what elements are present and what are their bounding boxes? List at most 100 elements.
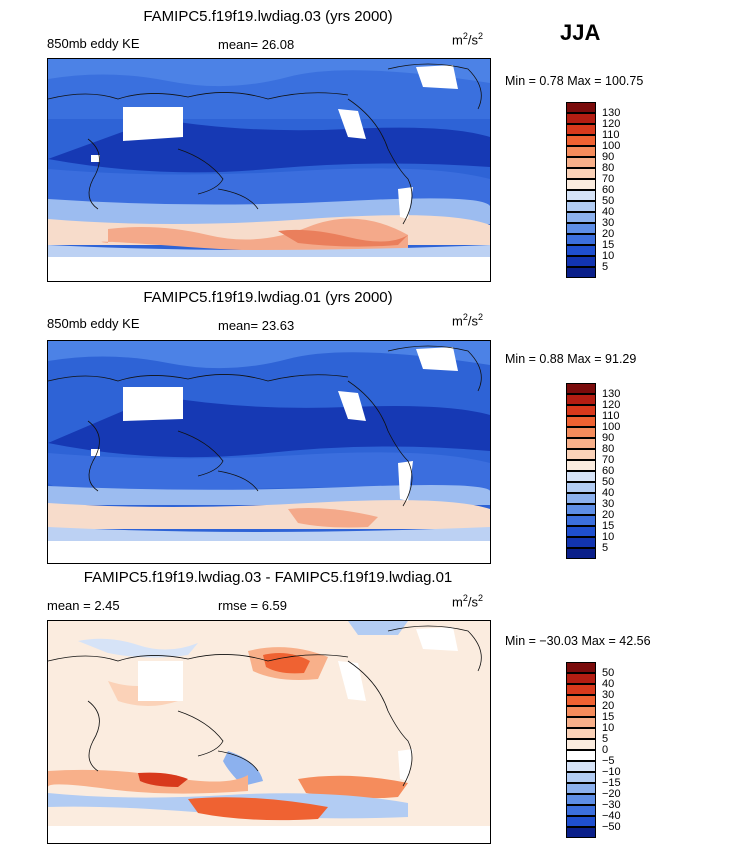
colorbar-tick-label: 110 — [602, 129, 620, 141]
panel-1-units: m2/s2 — [452, 31, 483, 48]
colorbar-tick-label: 60 — [602, 184, 615, 196]
colorbar-tick-label: 130 — [602, 388, 621, 400]
colorbar-swatch — [566, 662, 596, 673]
colorbar-tick-label: 15 — [602, 711, 615, 723]
colorbar-tick-label: 5 — [602, 261, 609, 273]
colorbar-tick-label: 100 — [602, 421, 621, 433]
colorbar-tick-label: 30 — [602, 217, 615, 229]
colorbar-tick-label: 20 — [602, 228, 615, 240]
panel-1-minmax: Min = 0.78 Max = 100.75 — [505, 74, 644, 88]
colorbar-swatch — [566, 405, 596, 416]
colorbar-swatch — [566, 427, 596, 438]
colorbar-tick-label: 5 — [602, 733, 609, 745]
colorbar-tick-label: 5 — [602, 542, 609, 554]
colorbar-tick-label: −5 — [602, 755, 615, 767]
panel-3-mean-label: mean = 2.45 — [47, 598, 120, 613]
panel-3-units: m2/s2 — [452, 593, 483, 610]
colorbar-swatch — [566, 124, 596, 135]
colorbar-swatch — [566, 113, 596, 124]
colorbar-swatch — [566, 673, 596, 684]
colorbar-swatch — [566, 234, 596, 245]
colorbar-tick-label: −20 — [602, 788, 621, 800]
panel-1-mean-label: mean= 26.08 — [218, 37, 295, 52]
colorbar-swatch — [566, 267, 596, 278]
panel-1-variable-label: 850mb eddy KE — [47, 36, 140, 51]
panel-2-variable-label: 850mb eddy KE — [47, 316, 140, 331]
colorbar-tick-label: −30 — [602, 799, 621, 811]
colorbar-tick-label: 120 — [602, 399, 621, 411]
colorbar-tick-label: 30 — [602, 498, 615, 510]
colorbar-swatch — [566, 772, 596, 783]
colorbar-tick-label: 90 — [602, 151, 615, 163]
colorbar-swatch — [566, 695, 596, 706]
colorbar-tick-label: 40 — [602, 206, 615, 218]
colorbar-swatch — [566, 394, 596, 405]
colorbar-swatch — [566, 471, 596, 482]
colorbar-swatch — [566, 783, 596, 794]
colorbar-tick-label: 110 — [602, 410, 620, 422]
colorbar-swatch — [566, 438, 596, 449]
colorbar-tick-label: 30 — [602, 689, 615, 701]
colorbar-swatch — [566, 684, 596, 695]
colorbar-tick-label: 15 — [602, 239, 615, 251]
colorbar-tick-label: −40 — [602, 810, 621, 822]
colorbar-swatch — [566, 383, 596, 394]
colorbar-swatch — [566, 179, 596, 190]
colorbar-tick-label: 70 — [602, 173, 615, 185]
colorbar-tick-label: 40 — [602, 487, 615, 499]
colorbar-swatch — [566, 750, 596, 761]
colorbar-swatch — [566, 157, 596, 168]
colorbar-swatch — [566, 816, 596, 827]
colorbar-tick-label: −15 — [602, 777, 621, 789]
colorbar-tick-label: 15 — [602, 520, 615, 532]
colorbar-swatch — [566, 256, 596, 267]
colorbar-tick-label: 10 — [602, 250, 615, 262]
colorbar-tick-label: 50 — [602, 195, 615, 207]
colorbar-swatch — [566, 223, 596, 234]
season-label: JJA — [560, 20, 601, 45]
colorbar-tick-label: 10 — [602, 531, 615, 543]
colorbar-swatch — [566, 761, 596, 772]
colorbar-swatch — [566, 168, 596, 179]
panel-1-map — [47, 58, 491, 282]
colorbar-swatch — [566, 794, 596, 805]
colorbar-swatch — [566, 493, 596, 504]
colorbar-tick-label: −50 — [602, 821, 621, 833]
colorbar-swatch — [566, 482, 596, 493]
panel-2-title: FAMIPC5.f19f19.lwdiag.01 (yrs 2000) — [143, 289, 393, 306]
colorbar-tick-label: 20 — [602, 509, 615, 521]
colorbar-swatch — [566, 102, 596, 113]
colorbar-swatch — [566, 728, 596, 739]
colorbar-tick-label: 40 — [602, 678, 615, 690]
colorbar-swatch — [566, 548, 596, 559]
colorbar-tick-label: 120 — [602, 118, 621, 130]
colorbar-swatch — [566, 717, 596, 728]
panel-3-minmax: Min = −30.03 Max = 42.56 — [505, 634, 651, 648]
colorbar-swatch — [566, 706, 596, 717]
colorbar-tick-label: 80 — [602, 162, 615, 174]
colorbar-swatch — [566, 135, 596, 146]
colorbar-tick-label: 70 — [602, 454, 615, 466]
panel-3-title: FAMIPC5.f19f19.lwdiag.03 - FAMIPC5.f19f1… — [83, 569, 453, 586]
colorbar-tick-label: 0 — [602, 744, 609, 756]
colorbar-swatch — [566, 515, 596, 526]
panel-2-mean-label: mean= 23.63 — [218, 318, 295, 333]
colorbar-tick-label: 20 — [602, 700, 615, 712]
colorbar-tick-label: 100 — [602, 140, 621, 152]
panel-3-rmse-label: rmse = 6.59 — [218, 598, 288, 613]
colorbar-swatch — [566, 212, 596, 223]
panel-3-map — [47, 620, 491, 844]
colorbar-swatch — [566, 504, 596, 515]
panel-2-map — [47, 340, 491, 564]
panel-2-units: m2/s2 — [452, 312, 483, 329]
colorbar-swatch — [566, 201, 596, 212]
colorbar-swatch — [566, 827, 596, 838]
colorbar-swatch — [566, 805, 596, 816]
colorbar-swatch — [566, 416, 596, 427]
colorbar-swatch — [566, 245, 596, 256]
colorbar-tick-label: 80 — [602, 443, 615, 455]
colorbar-tick-label: 50 — [602, 667, 615, 679]
colorbar-swatch — [566, 526, 596, 537]
colorbar-tick-label: 130 — [602, 107, 621, 119]
colorbar-swatch — [566, 449, 596, 460]
